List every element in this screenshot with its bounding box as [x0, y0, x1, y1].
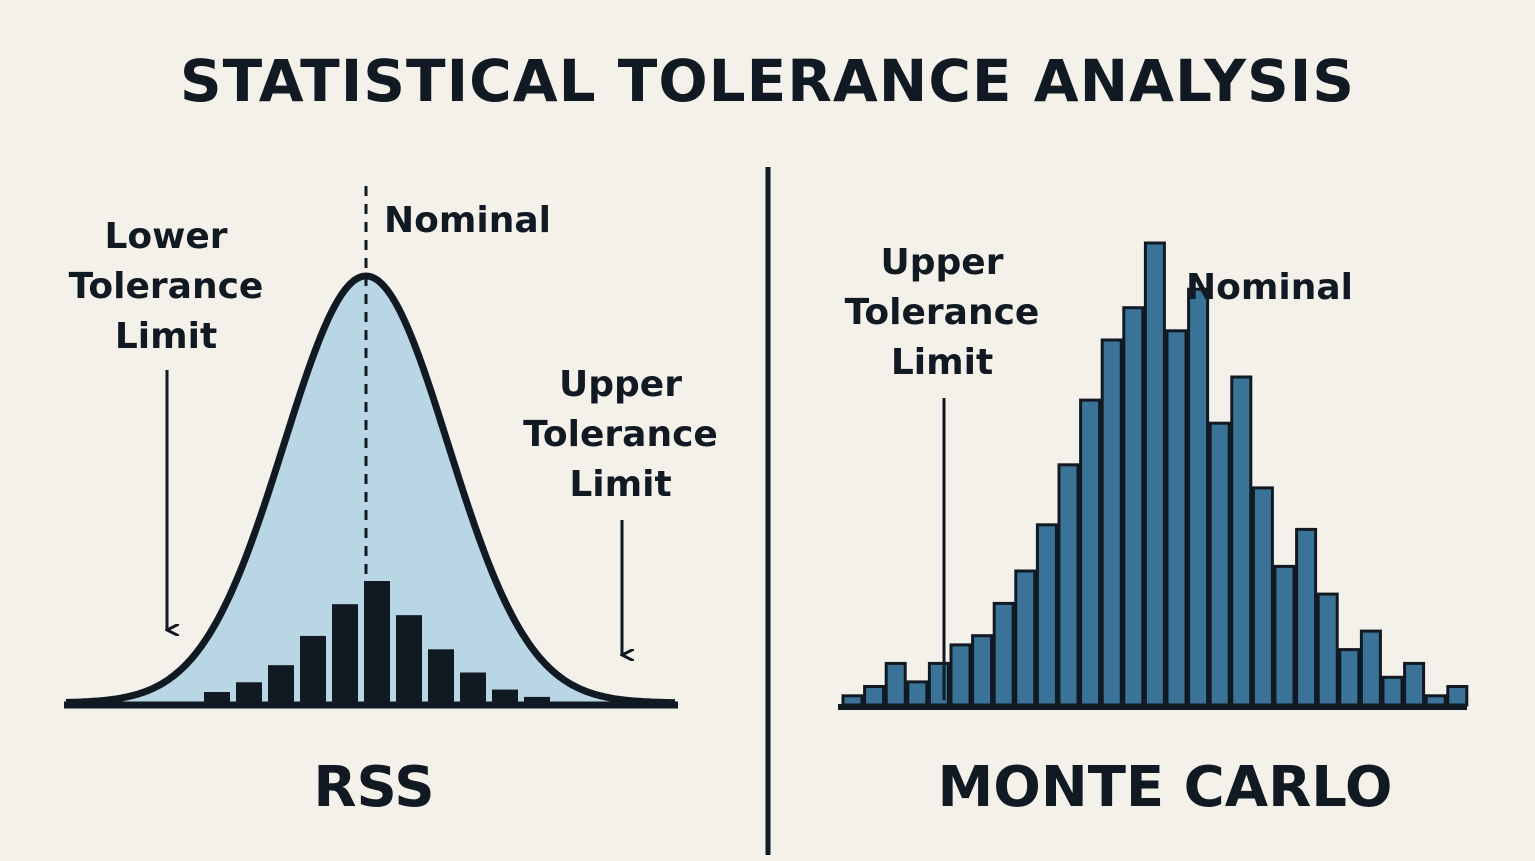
monte-carlo-histogram — [841, 241, 1469, 707]
monte-carlo-histogram-bar — [1057, 463, 1080, 707]
monte-carlo-histogram-bar — [1424, 694, 1447, 707]
monte-carlo-histogram-bar — [1446, 685, 1469, 707]
rss-histogram-bar — [428, 649, 454, 703]
monte-carlo-histogram-bar — [1381, 675, 1404, 707]
diagram-title: STATISTICAL TOLERANCE ANALYSIS — [179, 47, 1356, 115]
monte-carlo-histogram-bar — [1316, 592, 1339, 707]
rss-histogram-bar — [332, 604, 358, 703]
rss-upper-limit-label: Upper Tolerance Limit — [523, 364, 718, 505]
monte-carlo-histogram-bar — [1295, 527, 1318, 707]
rss-histogram-bar — [268, 665, 294, 703]
monte-carlo-histogram-bar — [1165, 329, 1188, 707]
rss-histogram-bar — [300, 635, 326, 703]
monte-carlo-histogram-bar — [1014, 569, 1037, 707]
rss-panel — [64, 186, 678, 709]
monte-carlo-histogram-bar — [1079, 398, 1102, 707]
monte-carlo-histogram-bar — [1251, 486, 1274, 707]
rss-histogram-bar — [236, 682, 262, 703]
rss-nominal-label: Nominal — [384, 200, 551, 241]
monte-carlo-histogram-bar — [1122, 306, 1145, 707]
rss-histogram — [204, 581, 550, 703]
monte-carlo-panel — [838, 241, 1469, 710]
rss-histogram-bar — [524, 696, 550, 703]
rss-histogram-bar — [364, 581, 390, 703]
monte-carlo-histogram-bar — [1338, 648, 1361, 707]
monte-carlo-nominal-label: Nominal — [1186, 267, 1353, 308]
monte-carlo-histogram-bar — [841, 694, 864, 707]
monte-carlo-histogram-bar — [1359, 629, 1382, 707]
monte-carlo-histogram-bar — [1273, 564, 1296, 707]
rss-histogram-bar — [204, 692, 230, 703]
rss-bell-curve-fill — [66, 276, 676, 703]
rss-lower-limit-label: Lower Tolerance Limit — [68, 216, 264, 357]
monte-carlo-histogram-bar — [992, 601, 1015, 707]
rss-histogram-bar — [492, 689, 518, 703]
monte-carlo-histogram-bar — [1187, 287, 1210, 707]
monte-carlo-histogram-bar — [906, 680, 929, 707]
monte-carlo-histogram-bar — [1143, 241, 1166, 707]
monte-carlo-histogram-bar — [927, 661, 950, 707]
rss-histogram-bar — [460, 672, 486, 703]
monte-carlo-method-label: MONTE CARLO — [937, 755, 1393, 820]
rss-method-label: RSS — [313, 755, 435, 820]
rss-histogram-bar — [396, 615, 422, 703]
monte-carlo-upper-limit-label: Upper Tolerance Limit — [844, 242, 1040, 383]
monte-carlo-histogram-bar — [971, 634, 994, 707]
monte-carlo-histogram-bar — [1208, 421, 1231, 707]
rss-bell-curve — [65, 272, 676, 707]
monte-carlo-histogram-bar — [1100, 338, 1123, 707]
monte-carlo-histogram-bar — [1035, 523, 1058, 707]
monte-carlo-histogram-bar — [1230, 375, 1253, 707]
monte-carlo-histogram-bar — [949, 643, 972, 707]
monte-carlo-histogram-bar — [863, 685, 886, 707]
monte-carlo-histogram-bar — [1403, 661, 1426, 707]
monte-carlo-histogram-bar — [884, 661, 907, 707]
